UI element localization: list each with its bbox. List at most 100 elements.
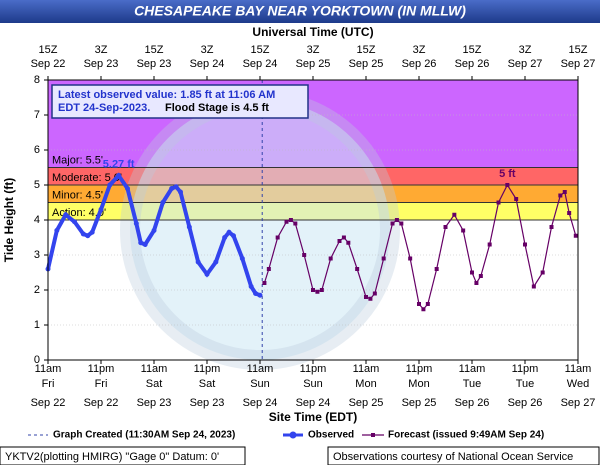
x-tick-date: Sep 27 [561, 397, 596, 409]
point [266, 267, 271, 271]
point [72, 219, 77, 225]
x2-tick-date: Sep 25 [349, 58, 384, 70]
info-line: EDT 24-Sep-2023. [58, 102, 150, 114]
x-tick-date: Sep 22 [84, 397, 119, 409]
point [496, 200, 501, 205]
footer-right: Observations courtesy of National Ocean … [333, 451, 573, 463]
x2-tick-date: Sep 27 [508, 58, 543, 70]
x-tick-date: Sep 24 [296, 397, 331, 409]
point [275, 235, 280, 240]
chart-title: CHESAPEAKE BAY NEAR YORKTOWN (IN MLLW) [134, 3, 466, 19]
x-tick-label: 11am [353, 363, 380, 375]
info-line: Flood Stage is 4.5 ft [165, 102, 269, 114]
x-tick-day: Wed [567, 378, 589, 390]
legend-swatch [371, 433, 375, 437]
point [319, 288, 324, 292]
stage-label: Major: 5.5' [52, 154, 103, 166]
x2-tick-date: Sep 27 [561, 58, 596, 70]
x2-tick-label: 15Z [145, 44, 164, 56]
point [116, 173, 122, 179]
x-tick-day: Mon [355, 378, 376, 390]
x-tick-day: Sat [146, 378, 163, 390]
point [151, 228, 157, 233]
x2-tick-date: Sep 26 [455, 58, 490, 70]
x2-tick-date: Sep 24 [243, 58, 278, 70]
y-tick-label: 8 [34, 74, 40, 86]
y-tick-label: 4 [34, 214, 40, 226]
y-tick-label: 6 [34, 144, 40, 156]
point [341, 235, 346, 240]
x-tick-label: 11am [565, 363, 592, 375]
point [186, 224, 192, 230]
x2-tick-label: 3Z [201, 44, 214, 56]
point [417, 302, 421, 306]
point [315, 289, 320, 294]
point [231, 233, 236, 239]
x-tick-date: Sep 22 [31, 397, 66, 409]
point [239, 256, 245, 261]
point [381, 256, 386, 261]
x2-tick-label: 3Z [95, 44, 108, 56]
point [372, 291, 377, 296]
x-axis-label: Site Time (EDT) [269, 410, 357, 424]
point [421, 307, 426, 312]
x2-tick-date: Sep 24 [190, 58, 225, 70]
x-tick-label: 11pm [406, 363, 433, 375]
x2-tick-date: Sep 22 [31, 58, 66, 70]
point [364, 295, 368, 299]
point [434, 267, 439, 271]
point [133, 221, 139, 226]
x2-tick-date: Sep 23 [137, 58, 172, 70]
point [328, 256, 333, 261]
point [540, 270, 545, 275]
y-tick-label: 7 [34, 109, 40, 121]
point [257, 292, 263, 298]
point [337, 239, 342, 243]
point [558, 193, 563, 198]
point [138, 240, 144, 246]
point [107, 182, 113, 188]
point [54, 228, 60, 233]
point [288, 218, 293, 222]
x-tick-label: 11am [459, 363, 486, 375]
point [248, 284, 254, 289]
point [213, 259, 219, 265]
x2-tick-label: 3Z [307, 44, 320, 56]
point [302, 253, 307, 257]
point [293, 221, 298, 226]
x-tick-label: 11pm [194, 363, 221, 375]
point [98, 207, 104, 212]
watermark [130, 100, 390, 360]
point [408, 256, 413, 261]
point [222, 235, 228, 240]
point [531, 284, 536, 289]
point [394, 218, 399, 222]
legend-swatch [289, 431, 297, 439]
point [470, 270, 474, 275]
plot-frame [47, 79, 579, 361]
x-tick-label: 11am [35, 363, 62, 375]
x2-axis-label: Universal Time (UTC) [252, 25, 373, 39]
x-tick-label: 11am [247, 363, 274, 375]
point [173, 184, 179, 190]
footer-box [327, 446, 600, 465]
point [63, 212, 69, 218]
point [390, 221, 395, 226]
x-tick-day: Mon [408, 378, 429, 390]
legend-label: Forecast (issued 9:49AM Sep 24) [388, 430, 544, 441]
x2-tick-label: 15Z [39, 44, 58, 56]
point [142, 242, 148, 247]
point [487, 242, 492, 247]
stage-label: Moderate: 5.0' [52, 172, 122, 184]
point [523, 242, 527, 247]
x-tick-label: 11pm [512, 363, 539, 375]
peak-label: 5.27 ft [103, 158, 135, 170]
point [355, 267, 360, 271]
point [195, 259, 201, 265]
point [253, 291, 259, 296]
point [443, 225, 448, 229]
x2-tick-label: 3Z [519, 44, 532, 56]
footer-left: YKTV2(plotting HMIRG) "Gage 0" Datum: 0' [5, 451, 219, 463]
point [262, 281, 267, 285]
